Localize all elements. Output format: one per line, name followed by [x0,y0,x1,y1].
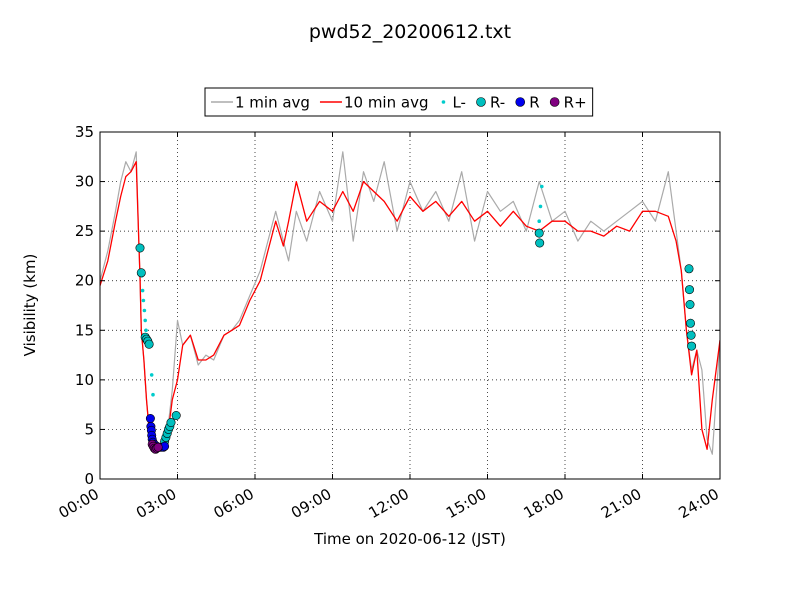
legend-entry: 1 min avg [211,94,310,112]
marker-L-minus [540,184,544,189]
legend-entry: 10 min avg [319,94,429,112]
marker-L-minus [151,392,155,397]
marker-L-minus [142,308,147,313]
legend-box [204,87,594,117]
marker-R-minus [687,341,697,351]
x-tick-label: 12:00 [366,485,412,522]
marker-L-minus [143,318,147,323]
x-tick-label: 00:00 [56,485,102,522]
marker-R-minus [685,318,695,328]
axis-ticks: 00:00 03:00 06:00 09:00 12:00 15:00 18:00 21:00… [56,123,722,522]
x-tick-label: 15:00 [443,485,489,522]
marker-R-minus [684,264,694,274]
legend-swatch [515,97,526,107]
chart-title: pwd52_20200612.txt [309,21,511,43]
x-tick-label: 24:00 [676,485,722,522]
marker-L-minus [144,328,148,333]
legend-label: L- [452,94,466,112]
marker-R-minus [535,238,545,248]
x-tick-label: 18:00 [521,485,567,522]
x-tick-label: 09:00 [288,485,334,522]
marker-R-minus [684,285,694,295]
legend-label: R+ [564,94,587,112]
y-tick-label: 30 [75,173,94,191]
grid [100,132,720,479]
y-tick-label: 20 [75,272,94,290]
marker-L-minus [537,219,541,223]
legend-swatch [476,97,486,107]
marker-R [145,413,155,423]
marker-R-minus [136,268,146,278]
marker-R-minus [171,410,181,420]
y-axis-label: Visibility (km) [21,254,39,357]
y-tick-label: 10 [75,371,94,389]
marker-R-minus [135,243,145,253]
plot-clip-group [100,151,720,455]
y-tick-label: 35 [75,123,94,141]
y-tick-label: 0 [84,470,94,488]
legend-label: 10 min avg [344,94,429,112]
y-tick-label: 25 [75,222,94,240]
x-axis-label: Time on 2020-06-12 (JST) [313,530,506,548]
legend-entry: L- [441,94,466,112]
marker-R-minus [144,339,154,349]
marker-R-minus [166,417,176,427]
y-tick-label: 15 [75,321,94,339]
x-tick-label: 06:00 [211,485,257,522]
legend-swatch [441,100,446,104]
marker-L-minus [140,288,145,293]
legend-entry: R- [476,94,505,112]
marker-L-minus [538,204,543,209]
x-tick-label: 03:00 [133,485,179,522]
legend-entry: R+ [549,94,587,112]
marker-L-minus [149,373,154,377]
marker-R-minus [534,228,544,238]
legend-entry: R [515,94,540,112]
x-tick-label: 21:00 [598,485,644,522]
legend-label: R [529,94,539,112]
y-tick-label: 5 [84,420,94,438]
marker-L-minus [141,298,146,303]
legend-label: 1 min avg [235,94,310,112]
legend: 1 min avg 10 min avg L- R- R R+ [204,87,594,117]
legend-swatch [549,97,560,107]
marker-R-minus [685,299,695,309]
legend-label: R- [490,94,505,112]
marker-R-plus [153,442,163,452]
marker-R-minus [686,330,696,340]
plot-area [100,151,720,455]
